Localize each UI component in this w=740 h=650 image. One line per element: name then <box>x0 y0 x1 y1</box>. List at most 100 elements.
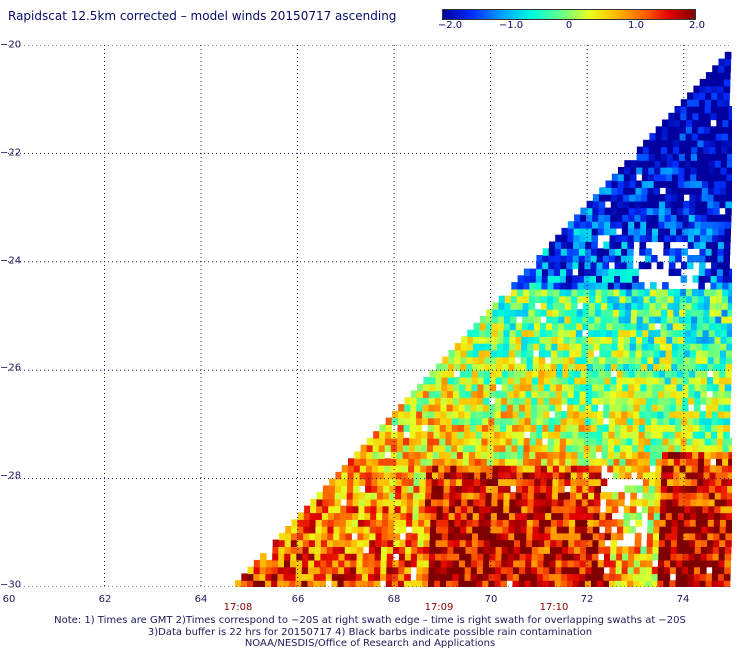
wind-cell <box>648 329 655 337</box>
wind-cell <box>527 336 534 344</box>
wind-difference-cells <box>235 51 732 587</box>
wind-cell <box>591 553 599 561</box>
wind-cell <box>585 221 593 229</box>
wind-cell <box>534 478 541 486</box>
wind-cell <box>434 390 442 398</box>
wind-cell <box>519 566 526 575</box>
wind-cell <box>601 458 608 466</box>
wind-cell <box>494 424 501 432</box>
wind-cell <box>609 559 617 568</box>
wind-cell <box>720 505 727 514</box>
wind-cell <box>629 343 637 351</box>
wind-cell <box>620 261 628 270</box>
wind-cell <box>725 532 732 541</box>
wind-cell <box>565 437 573 446</box>
wind-cell <box>712 234 719 243</box>
wind-cell <box>706 221 714 229</box>
wind-cell <box>687 410 695 419</box>
wind-cell <box>446 580 453 587</box>
wind-cell <box>489 377 497 385</box>
wind-cell <box>698 119 705 127</box>
wind-cell <box>593 505 601 514</box>
wind-cell <box>400 519 407 527</box>
wind-cell <box>604 532 612 541</box>
wind-cell <box>442 505 450 514</box>
wind-cell <box>574 383 581 392</box>
wind-cell <box>445 437 452 446</box>
wind-cell <box>537 546 545 554</box>
wind-cell <box>448 356 455 364</box>
wind-cell <box>441 532 449 541</box>
wind-cell <box>696 160 704 168</box>
wind-cell <box>680 451 687 459</box>
wind-cell <box>621 410 628 419</box>
wind-cell <box>604 221 611 229</box>
wind-cell <box>705 573 713 581</box>
wind-cell <box>426 451 434 459</box>
wind-cell <box>718 58 726 66</box>
wind-cell <box>565 451 573 459</box>
wind-cell <box>491 343 498 351</box>
wind-cell <box>692 119 699 127</box>
wind-cell <box>331 580 339 587</box>
wind-cell <box>373 431 380 439</box>
wind-cell <box>713 526 721 534</box>
wind-cell <box>689 349 697 358</box>
wind-cell <box>661 288 669 297</box>
wind-cell <box>407 492 414 500</box>
wind-cell <box>467 336 474 344</box>
wind-cell <box>386 559 394 568</box>
wind-cell <box>684 153 692 161</box>
wind-cell <box>653 187 661 195</box>
wind-cell <box>672 322 680 331</box>
wind-cell <box>632 444 639 453</box>
wind-cell <box>363 539 370 547</box>
wind-cell <box>592 377 599 385</box>
wind-cell <box>576 485 583 493</box>
wind-cell <box>582 316 589 324</box>
wind-cell <box>478 356 485 364</box>
wind-cell <box>496 532 503 541</box>
wind-cell <box>510 316 517 324</box>
wind-cell <box>715 146 722 154</box>
wind-cell <box>486 465 494 473</box>
wind-cell <box>674 112 681 121</box>
wind-cell <box>673 471 680 480</box>
wind-cell <box>417 539 425 547</box>
wind-cell <box>488 424 495 432</box>
wind-cell <box>493 431 501 439</box>
wind-cell <box>447 383 454 392</box>
wind-cell <box>370 492 378 500</box>
wind-cell <box>443 492 450 500</box>
wind-cell <box>710 451 717 459</box>
wind-cell <box>416 410 423 419</box>
wind-cell <box>592 207 599 215</box>
wind-cell <box>503 336 510 344</box>
wind-cell <box>563 512 570 520</box>
wind-cell <box>496 363 503 371</box>
wind-cell <box>284 539 292 547</box>
wind-cell <box>716 268 724 276</box>
wind-cell <box>635 187 642 195</box>
wind-cell <box>615 580 622 587</box>
wind-cell <box>526 526 534 534</box>
wind-cell <box>637 465 644 473</box>
wind-cell <box>636 316 644 324</box>
wind-cell <box>700 234 707 243</box>
wind-cell <box>537 553 545 561</box>
wind-cell <box>494 410 502 419</box>
wind-cell <box>513 559 520 568</box>
wind-cell <box>570 471 578 480</box>
wind-cell <box>522 295 530 304</box>
wind-cell <box>489 546 497 554</box>
wind-cell <box>616 532 624 541</box>
wind-cell <box>706 227 713 236</box>
wind-cell <box>521 322 529 331</box>
wind-cell <box>622 214 629 222</box>
wind-cell <box>575 498 583 507</box>
wind-cell <box>628 383 635 392</box>
wind-cell <box>713 194 721 202</box>
wind-cell <box>466 363 473 371</box>
wind-cell <box>720 498 728 507</box>
wind-cell <box>686 437 694 446</box>
